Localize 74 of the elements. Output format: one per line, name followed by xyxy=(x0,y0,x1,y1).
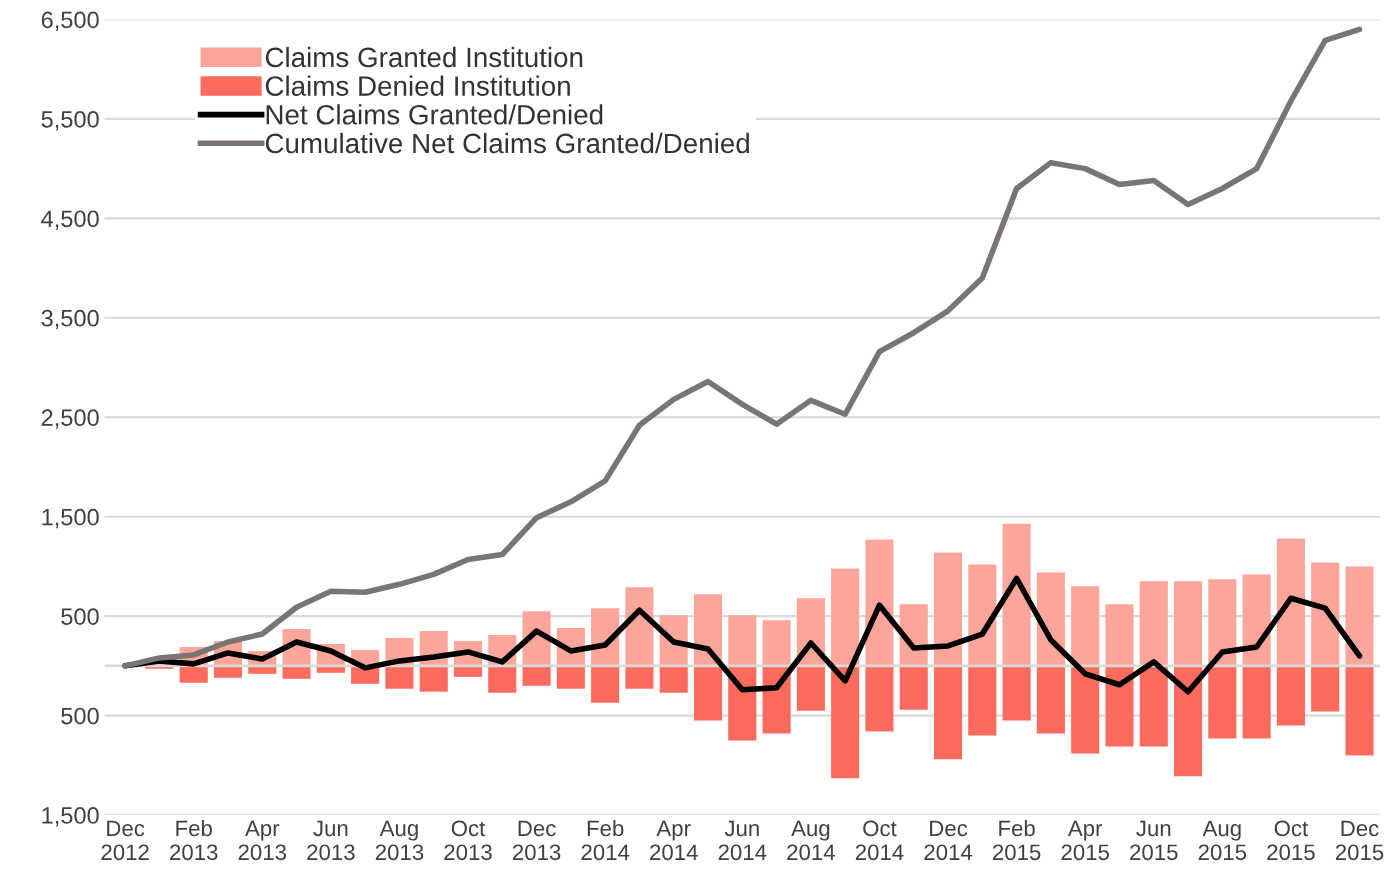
bar xyxy=(1242,665,1271,739)
y-tick-label: 1,500 xyxy=(42,508,99,529)
bar xyxy=(179,665,208,683)
legend-label: Net Claims Granted/Denied xyxy=(266,104,603,125)
bar xyxy=(419,665,448,692)
bar xyxy=(453,665,483,677)
bar xyxy=(1139,581,1168,666)
y-tick-label: 6,500 xyxy=(41,11,99,32)
x-tick-label: Aug 2013 xyxy=(375,820,424,861)
bar xyxy=(1311,665,1340,712)
bar xyxy=(1002,523,1031,666)
bar xyxy=(831,665,860,779)
y-tick-label: 500 xyxy=(61,707,99,725)
x-tick-label: Aug 2015 xyxy=(1198,820,1247,861)
x-tick-label: Feb 2015 xyxy=(993,819,1041,861)
bar xyxy=(762,620,791,666)
bar xyxy=(1002,665,1031,721)
legend-label: Cumulative Net Claims Granted/Denied xyxy=(265,132,749,154)
bar xyxy=(282,665,311,679)
y-tick-label: 2,500 xyxy=(41,409,99,429)
x-tick-label: Aug 2014 xyxy=(787,820,835,861)
bar xyxy=(899,665,928,710)
bar xyxy=(1139,665,1168,747)
y-tick-label: 4,500 xyxy=(41,210,99,230)
x-tick-label: Dec 2013 xyxy=(512,820,561,861)
bar xyxy=(933,552,963,666)
bar xyxy=(385,665,414,689)
bar xyxy=(659,665,688,693)
bar xyxy=(728,615,757,666)
x-tick-label: Feb 2014 xyxy=(581,819,630,861)
bar xyxy=(693,665,723,721)
bar xyxy=(625,665,654,689)
bar xyxy=(213,665,243,678)
bar xyxy=(865,665,894,732)
bar xyxy=(1276,538,1305,666)
bar xyxy=(591,665,620,703)
bar xyxy=(968,665,997,736)
legend-label: Claims Granted Institution xyxy=(265,46,583,68)
y-tick-label: 3,500 xyxy=(41,309,99,330)
x-tick-label: Oct 2014 xyxy=(855,820,904,861)
x-tick-label: Dec 2014 xyxy=(924,820,973,861)
x-tick-label: Oct 2015 xyxy=(1267,820,1315,861)
bar xyxy=(1071,665,1100,754)
x-tick-label: Jun 2015 xyxy=(1130,820,1178,861)
bar xyxy=(1345,566,1374,666)
bar xyxy=(556,665,585,689)
y-tick-label: 5,500 xyxy=(41,110,99,131)
bar xyxy=(831,568,860,666)
bar xyxy=(796,665,825,711)
x-tick-label: Jun 2013 xyxy=(307,820,355,861)
bar xyxy=(522,665,551,686)
bar xyxy=(1276,665,1305,726)
bar xyxy=(1105,665,1134,747)
y-tick-label: 500 xyxy=(61,608,99,625)
bar xyxy=(933,665,963,760)
bar xyxy=(1173,581,1203,666)
x-tick-label: Oct 2013 xyxy=(444,820,492,861)
y-tick-label: 1,500 xyxy=(42,807,99,827)
x-tick-label: Apr 2015 xyxy=(1061,820,1109,861)
x-tick-label: Dec 2012 xyxy=(101,820,149,861)
x-tick-label: Dec 2015 xyxy=(1335,820,1384,861)
bar xyxy=(1208,579,1237,666)
x-tick-label: Apr 2014 xyxy=(650,820,698,861)
bar xyxy=(1071,586,1100,666)
bar xyxy=(1173,665,1203,777)
bar xyxy=(1105,604,1134,666)
x-tick-label: Jun 2014 xyxy=(718,820,767,861)
legend-label: Claims Denied Institution xyxy=(265,75,570,96)
x-tick-label: Apr 2013 xyxy=(238,820,287,861)
bar xyxy=(1345,665,1374,756)
bar xyxy=(488,665,517,693)
bar xyxy=(1036,665,1065,734)
bar xyxy=(1208,665,1237,739)
x-tick-label: Feb 2013 xyxy=(170,819,218,861)
